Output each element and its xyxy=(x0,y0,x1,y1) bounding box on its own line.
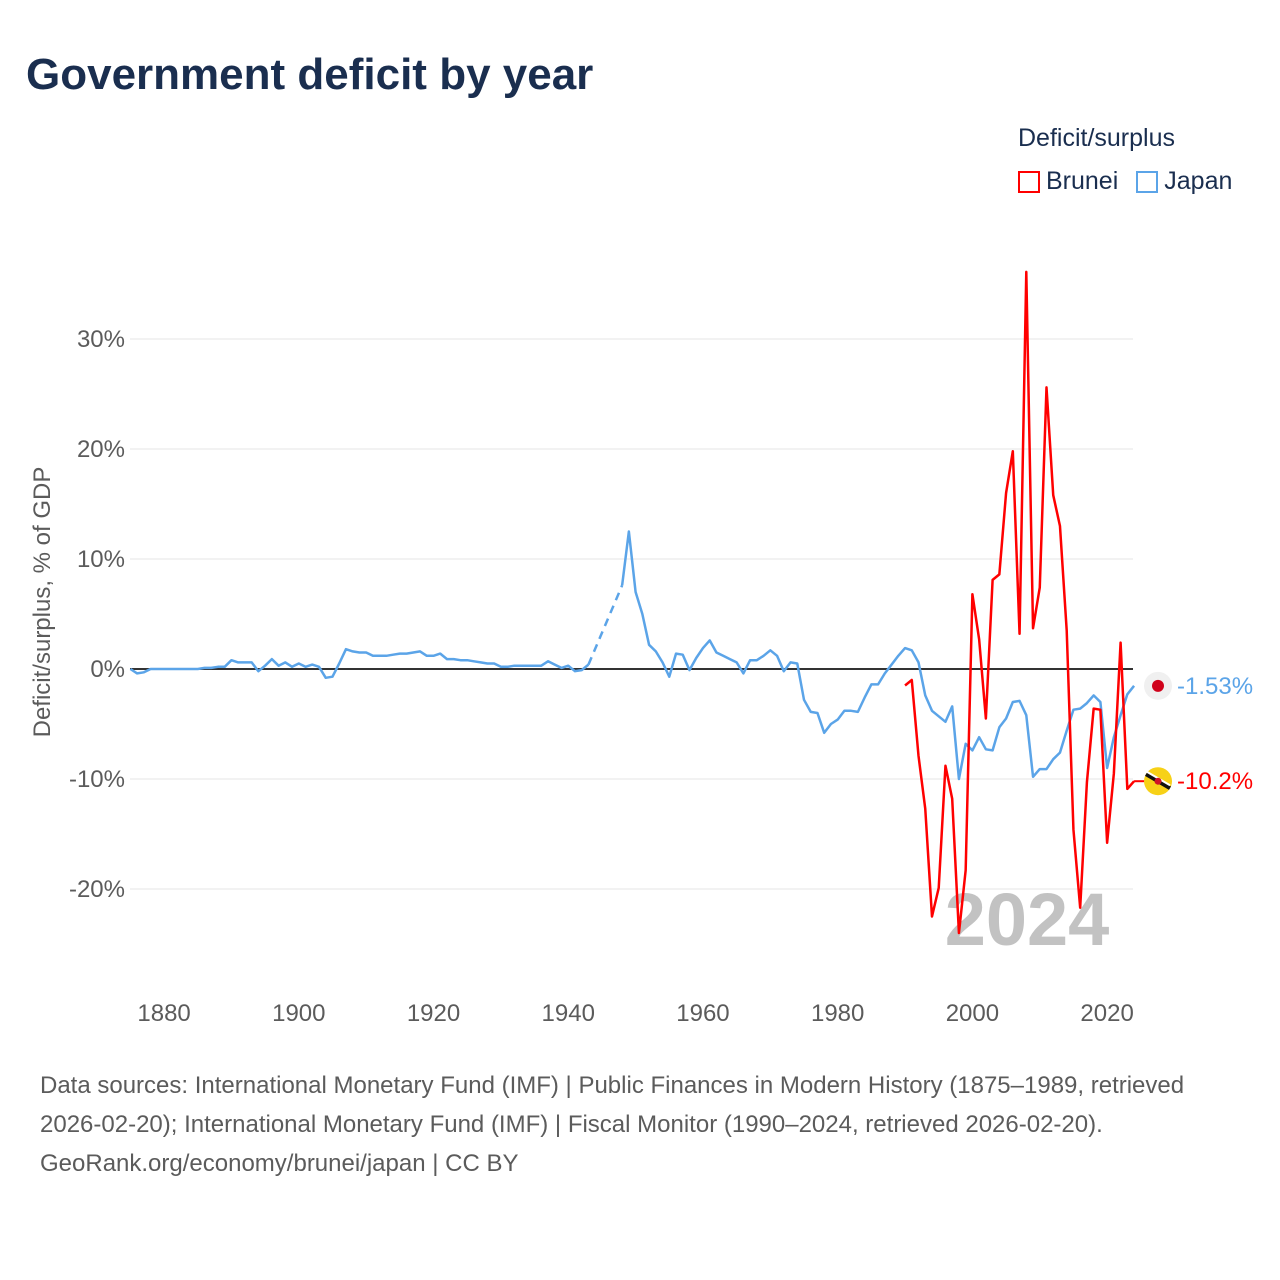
y-axis-title: Deficit/surplus, % of GDP xyxy=(29,467,56,738)
y-tick-label: 30% xyxy=(77,326,125,353)
x-tick-label: 1980 xyxy=(811,1000,864,1027)
series-line-brunei xyxy=(904,270,1136,935)
legend: Deficit/surplus Brunei Japan xyxy=(1018,124,1232,196)
series-line-japan xyxy=(129,647,590,680)
x-tick-label: 1880 xyxy=(137,1000,190,1027)
flag-icon-brunei xyxy=(1144,767,1172,796)
footer: Data sources: International Monetary Fun… xyxy=(40,1066,1240,1183)
flag-icon-japan xyxy=(1144,671,1172,700)
legend-label-japan: Japan xyxy=(1164,167,1233,195)
flag-crest xyxy=(1154,777,1162,785)
y-tick-label: 0% xyxy=(90,656,125,683)
legend-swatch-japan xyxy=(1136,170,1159,193)
line-chart: -20% -10% 0% 10% 20% 30% 1880 1900 1920 1940 1960 1… xyxy=(29,270,1253,1027)
attribution-link[interactable]: GeoRank.org/economy/brunei/japan | CC BY xyxy=(40,1150,519,1177)
flag-disc xyxy=(1152,679,1164,692)
series-gap-japan xyxy=(587,584,624,666)
end-label-japan: -1.53% xyxy=(1177,673,1253,700)
legend-item-japan[interactable]: Japan xyxy=(1136,167,1232,196)
end-label-brunei: -10.2% xyxy=(1177,768,1253,795)
legend-item-brunei[interactable]: Brunei xyxy=(1018,167,1118,196)
x-tick-label: 2000 xyxy=(946,1000,999,1027)
x-tick-label: 1900 xyxy=(272,1000,325,1027)
data-sources: Data sources: International Monetary Fun… xyxy=(40,1072,1185,1138)
x-tick-label: 1920 xyxy=(407,1000,460,1027)
chart-title: Government deficit by year xyxy=(26,50,594,99)
x-tick-label: 1940 xyxy=(542,1000,595,1027)
y-tick-label: -10% xyxy=(69,766,125,793)
x-tick-label: 1960 xyxy=(676,1000,729,1027)
legend-label-brunei: Brunei xyxy=(1046,167,1119,195)
y-tick-label: 10% xyxy=(77,546,125,573)
y-tick-label: -20% xyxy=(69,876,125,903)
series-line-japan xyxy=(620,530,1136,781)
legend-swatch-brunei xyxy=(1018,170,1040,193)
legend-title: Deficit/surplus xyxy=(1018,124,1175,152)
y-tick-label: 20% xyxy=(77,436,125,463)
year-watermark: 2024 xyxy=(945,878,1110,961)
x-tick-label: 2020 xyxy=(1080,1000,1133,1027)
